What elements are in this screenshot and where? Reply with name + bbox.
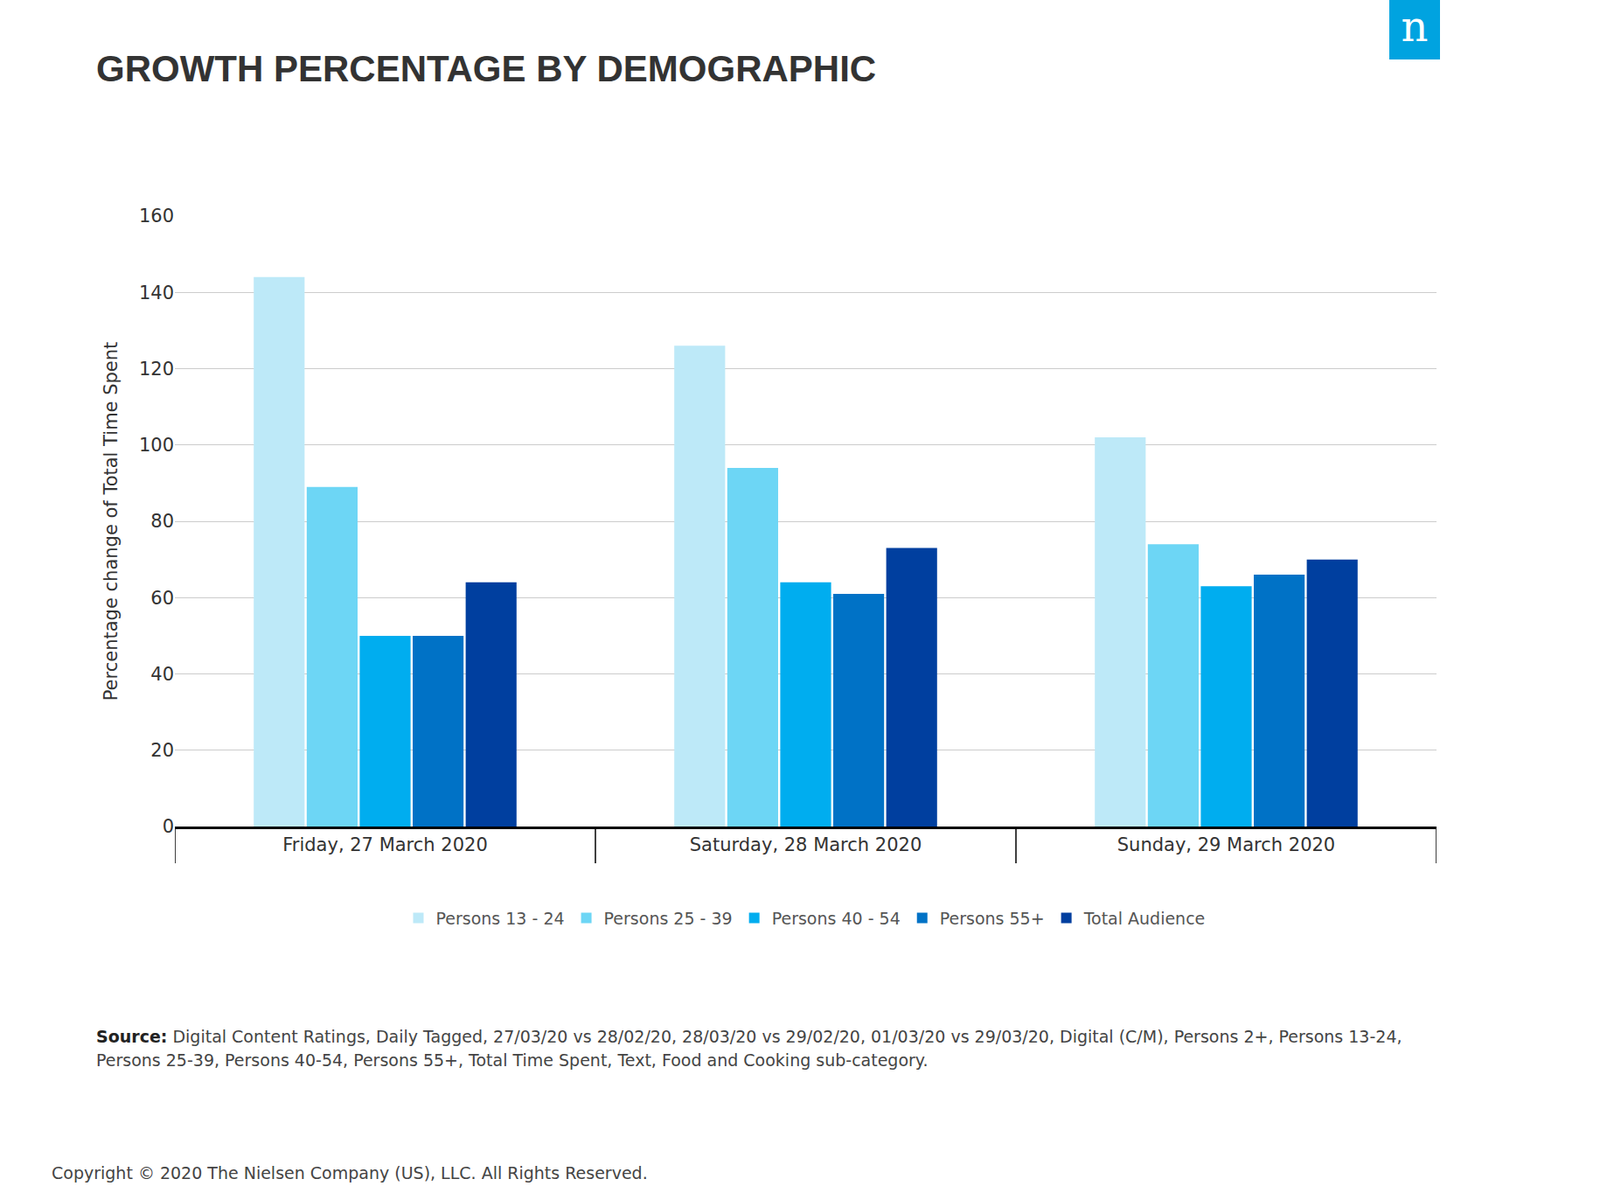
html-text:n: n — [1401, 1, 1429, 51]
svg-text:Persons 25 - 39: Persons 25 - 39 — [604, 908, 733, 928]
svg-text:Persons 40 - 54: Persons 40 - 54 — [772, 908, 901, 928]
svg-text:160: 160 — [139, 205, 174, 227]
svg-text:100: 100 — [139, 434, 174, 456]
svg-text:80: 80 — [150, 510, 174, 532]
svg-text:120: 120 — [139, 358, 174, 380]
html-text:Source: Digital Content Rating: Source: Digital Content Ratings, Daily T… — [96, 1026, 1402, 1070]
svg-text:20: 20 — [150, 739, 174, 761]
svg-text:Sunday, 29 March 2020: Sunday, 29 March 2020 — [1117, 834, 1336, 856]
svg-text:0: 0 — [162, 815, 174, 837]
svg-text:Percentage change of Total Tim: Percentage change of Total Time Spent — [100, 341, 122, 702]
svg-text:Persons 13 - 24: Persons 13 - 24 — [436, 908, 565, 928]
svg-text:Persons 55+: Persons 55+ — [939, 908, 1045, 928]
svg-text:40: 40 — [150, 663, 174, 685]
svg-text:Saturday, 28 March 2020: Saturday, 28 March 2020 — [689, 834, 923, 856]
svg-text:Friday, 27 March 2020: Friday, 27 March 2020 — [282, 834, 488, 856]
svg-text:60: 60 — [150, 587, 174, 609]
svg-text:140: 140 — [139, 282, 174, 304]
svg-text:Total Audience: Total Audience — [1083, 908, 1206, 928]
svg-text:GROWTH PERCENTAGE BY DEMOGRAPH: GROWTH PERCENTAGE BY DEMOGRAPHIC — [96, 48, 877, 90]
html-text:Copyright © 2020 The Nielsen C: Copyright © 2020 The Nielsen Company (US… — [51, 1162, 648, 1183]
